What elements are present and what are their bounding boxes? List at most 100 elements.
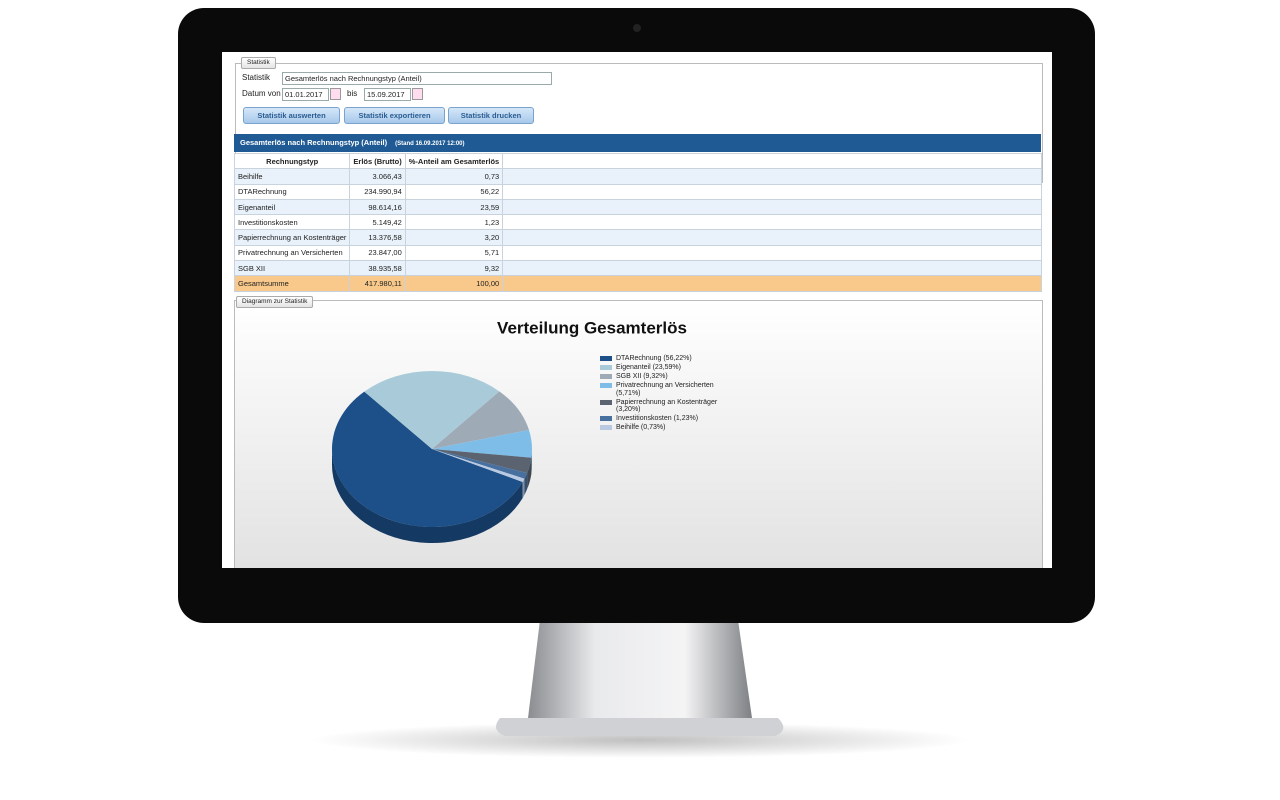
slice-side [524, 473, 528, 495]
slice [432, 449, 528, 479]
camera [633, 24, 641, 32]
slice-shade [531, 449, 532, 474]
cell: 5,71 [404, 244, 504, 262]
cell [502, 244, 1042, 262]
table-header: Gesamterlös nach Rechnungstyp (Anteil) (S… [234, 134, 1041, 152]
calendar-icon[interactable] [412, 88, 423, 100]
cell: 9,32 [404, 260, 504, 277]
cell: 3,20 [404, 229, 504, 246]
table-row: Beihilfe 3.066,43 0,73 [233, 168, 1042, 185]
label: bis [347, 89, 358, 98]
slice-shade [522, 478, 525, 498]
cell: Papierrechnung an Kostenträger [233, 229, 351, 246]
date-input[interactable]: 15.09.2017 [364, 88, 411, 101]
table-row: Privatrechnung an Versicherten 23.847,00 5… [233, 244, 1042, 262]
column-header: Erlös (Brutto) [349, 152, 406, 170]
legend-item: Investitionskosten (1,23%) [600, 415, 730, 423]
cell: 23.847,00 [349, 244, 406, 262]
legend: DTARechnung (56,22%) Eigenanteil (23,59%)… [600, 355, 730, 433]
table-row: Papierrechnung an Kostenträger 13.376,58 3… [233, 229, 1042, 246]
cell: 100,00 [404, 275, 504, 292]
table-row: Investitionskosten 5.149,42 1,23 [233, 214, 1042, 231]
legend-item: SGB XII (9,32%) [600, 373, 730, 381]
cell: 417.980,11 [349, 275, 406, 292]
cell [502, 229, 1042, 246]
button[interactable]: Statistik auswerten [243, 107, 340, 124]
slice-side [527, 457, 532, 490]
cell: 56,22 [404, 183, 504, 200]
legend-label: DTARechnung (56,22%) [616, 355, 692, 362]
cell: 23,59 [404, 198, 504, 216]
slice-shade [524, 473, 528, 495]
date-input[interactable]: 01.01.2017 [282, 88, 329, 101]
pie-sides [332, 449, 532, 543]
stand-base [496, 718, 784, 736]
column-header: Rechnungstyp [233, 152, 351, 170]
cell: SGB XII [233, 260, 351, 277]
cell: Privatrechnung an Versicherten [233, 244, 351, 262]
cell: Investitionskosten [233, 214, 351, 231]
slice [432, 391, 529, 449]
legend-swatch [600, 425, 612, 430]
cell: DTARechnung [233, 183, 351, 200]
stand [528, 620, 752, 718]
label: Statistik [242, 73, 271, 82]
label: Datum von [242, 89, 281, 98]
slice [432, 429, 532, 458]
legend-swatch [600, 374, 612, 379]
legend-item: Papierrechnung an Kostenträger (3,20%) [600, 399, 730, 414]
cell: 98.614,16 [349, 198, 406, 216]
chart: Verteilung Gesamterlös [331, 318, 687, 543]
legend-label: Eigenanteil (23,59%) [616, 364, 681, 371]
panel-legend: Diagramm zur Statistik [236, 296, 314, 308]
total-row: Gesamtsumme 417.980,11 100,00 [233, 275, 1042, 292]
cell: Eigenanteil [233, 198, 351, 216]
legend-item: DTARechnung (56,22%) [600, 355, 730, 363]
legend-swatch [600, 365, 612, 370]
select[interactable]: Gesamterlös nach Rechnungstyp (Anteil) [282, 72, 552, 85]
cell [502, 275, 1042, 292]
cell: Gesamtsumme [233, 275, 351, 292]
column-header: %-Anteil am Gesamterlös [404, 152, 504, 170]
cell: 38.935,58 [349, 260, 406, 277]
button[interactable]: Statistik exportieren [344, 107, 445, 124]
legend-label: Privatrechnung an Versicherten (5,71%) [616, 382, 714, 397]
legend-label: Investitionskosten (1,23%) [616, 415, 699, 422]
slice [364, 371, 500, 449]
table-row: DTARechnung 234.990,94 56,22 [233, 183, 1042, 200]
cell: 1,23 [404, 214, 504, 231]
slice [432, 449, 525, 482]
slice-shade [527, 457, 532, 490]
table-stand: (Stand 16.09.2017 12:00) [395, 141, 465, 147]
slice [432, 449, 532, 474]
slice-side [531, 449, 532, 474]
slice-side [332, 449, 523, 543]
calendar-icon[interactable] [330, 88, 341, 100]
cell: Beihilfe [233, 168, 351, 185]
legend-swatch [600, 399, 612, 405]
pie-top [331, 371, 532, 527]
legend-item: Privatrechnung an Versicherten (5,71%) [600, 382, 730, 397]
cell: 234.990,94 [349, 183, 406, 200]
screen: Statistik Statistik Gesamterlös nach Rec… [222, 52, 1052, 568]
cell: 3.066,43 [349, 168, 406, 185]
cell [502, 214, 1042, 231]
chart-title: Verteilung Gesamterlös [497, 318, 687, 337]
legend-swatch [600, 416, 612, 421]
cell [502, 152, 1042, 170]
table-row: Eigenanteil 98.614,16 23,59 [233, 198, 1042, 216]
legend-item: Beihilfe (0,73%) [600, 424, 730, 432]
legend-label: Papierrechnung an Kostenträger (3,20%) [616, 398, 718, 414]
table: Rechnungstyp Erlös (Brutto) %-Anteil am Ge… [233, 152, 1042, 292]
legend-item: Eigenanteil (23,59%) [600, 364, 730, 372]
legend-swatch [600, 383, 612, 388]
legend-label: SGB XII (9,32%) [616, 373, 668, 380]
cell [502, 198, 1042, 216]
slice-side [522, 478, 525, 498]
cell: 13.376,58 [349, 229, 406, 246]
shadow [310, 722, 970, 758]
button[interactable]: Statistik drucken [448, 107, 534, 124]
legend-swatch [600, 356, 612, 361]
legend-label: Beihilfe (0,73%) [616, 424, 666, 431]
